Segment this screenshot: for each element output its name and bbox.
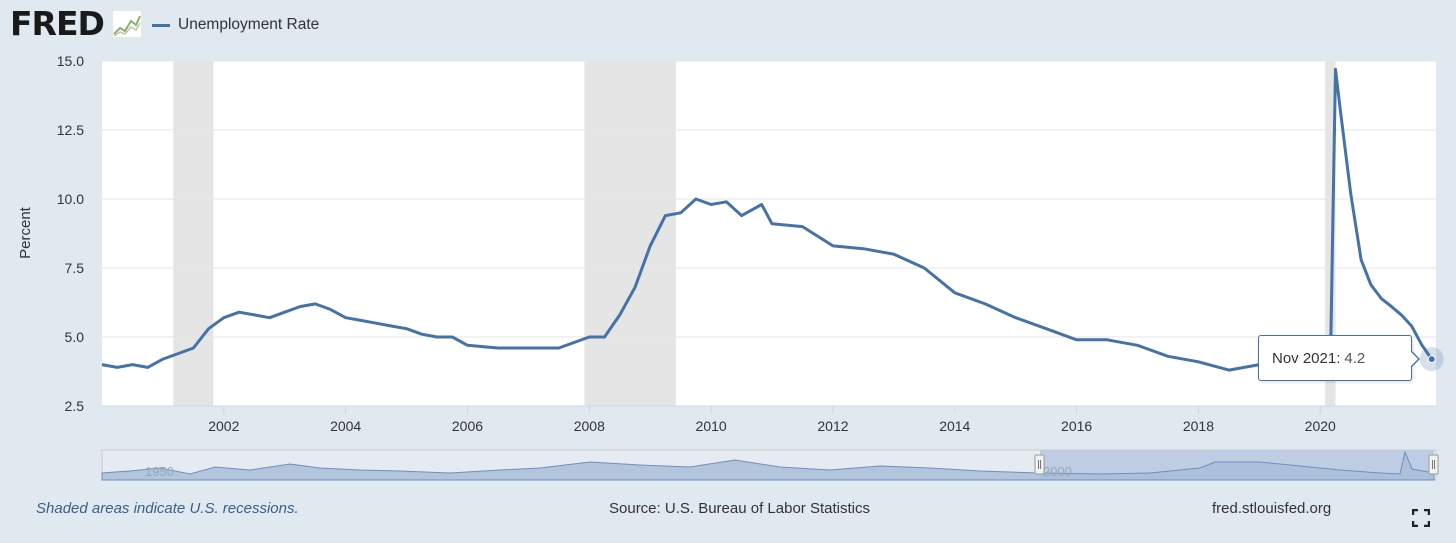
recession-note: Shaded areas indicate U.S. recessions.: [36, 500, 299, 517]
y-tick-label: 2.5: [65, 398, 85, 414]
x-tick-label: 2012: [817, 418, 848, 434]
plot-area: [102, 61, 1436, 406]
chart-legend[interactable]: Unemployment Rate: [152, 14, 319, 36]
recession-shading: [173, 61, 1336, 406]
navigator-label-2000: 2000: [1043, 464, 1072, 479]
navigator-handle-left[interactable]: [1034, 454, 1045, 475]
chart-header: FRED Unemployment Rate: [0, 0, 1456, 52]
x-tick-label: 2002: [208, 418, 239, 434]
y-axis: 2.5 5.0 7.5 10.0 12.5 15.0: [57, 53, 84, 414]
navigator-label-1950: 1950: [145, 464, 174, 479]
recession-band-1: [584, 61, 676, 406]
navigator-handle-right[interactable]: [1428, 454, 1439, 475]
x-tick-label: 2008: [574, 418, 605, 434]
y-tick-label: 15.0: [57, 53, 84, 69]
site-link[interactable]: fred.stlouisfed.org: [1212, 500, 1332, 517]
x-tick-label: 2020: [1305, 418, 1336, 434]
x-tick-label: 2014: [939, 418, 970, 434]
tooltip-date: Nov 2021:: [1272, 349, 1341, 367]
x-tick-label: 2006: [452, 418, 483, 434]
source-text: Source: U.S. Bureau of Labor Statistics: [609, 500, 870, 517]
y-tick-label: 7.5: [65, 260, 85, 276]
legend-label: Unemployment Rate: [178, 16, 320, 33]
x-tick-label: 2010: [696, 418, 727, 434]
data-tooltip: Nov 2021: 4.2: [1258, 335, 1420, 381]
range-navigator[interactable]: 1950 2000: [101, 449, 1439, 481]
y-axis-label: Percent: [17, 206, 34, 259]
y-tick-label: 12.5: [57, 122, 84, 138]
x-tick-label: 2016: [1061, 418, 1092, 434]
x-tick-label: 2018: [1183, 418, 1214, 434]
navigator-area: [101, 450, 1435, 481]
x-axis: 2002 2004 2006 2008 2010 2012 2014 2016 2018 2020: [102, 405, 1436, 434]
fred-logo[interactable]: FRED: [10, 4, 105, 43]
fred-logo-chart-icon: [112, 10, 142, 38]
y-tick-label: 10.0: [57, 191, 84, 207]
x-tick-label: 2004: [330, 418, 361, 434]
tooltip-value: 4.2: [1344, 349, 1366, 367]
fullscreen-icon[interactable]: [1412, 509, 1430, 527]
legend-swatch: [152, 23, 170, 27]
y-tick-label: 5.0: [65, 329, 85, 345]
recession-band-2: [1325, 61, 1336, 406]
last-point-marker[interactable]: [1427, 355, 1436, 364]
